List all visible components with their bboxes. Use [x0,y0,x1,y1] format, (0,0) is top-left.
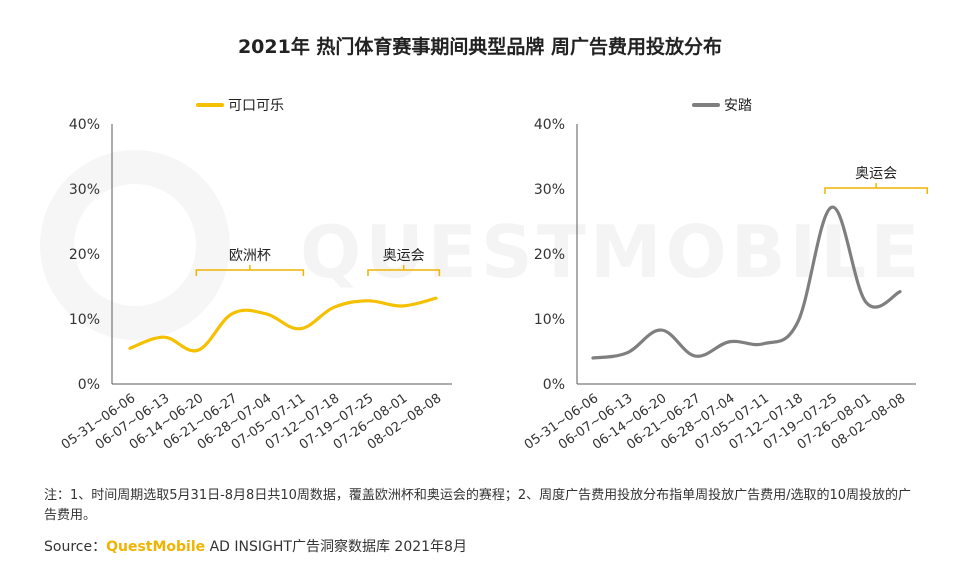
left-y-tick-label: 0% [78,377,100,393]
right-y-tick-label: 40% [534,117,565,133]
source-line: Source：QuestMobile AD INSIGHT广告洞察数据库 202… [44,536,467,556]
right-annotation-bracket [824,187,929,194]
left-annotation-bracket [195,269,305,276]
source-prefix: Source： [44,539,107,555]
right-series-line [591,205,902,360]
right-y-tick-label: 0% [543,377,565,393]
left-y-tick-label: 40% [69,117,100,133]
right-y-tick-label: 10% [534,312,565,328]
right-y-tick-label: 20% [534,247,565,263]
left-series-line [128,296,438,353]
right-annotation-label: 奥运会 [855,165,897,182]
footnote: 注：1、时间周期选取5月31日-8月8日共10周数据，覆盖欧洲杯和奥运会的赛程；… [44,488,912,523]
source-rest: AD INSIGHT广告洞察数据库 2021年8月 [205,539,467,555]
right-y-tick-label: 30% [534,182,565,198]
left-y-tick-label: 30% [69,182,100,198]
charts-canvas: 0%10%20%30%40%05-31~06-0606-07~06-1306-1… [59,98,929,453]
left-annotation-bracket [367,269,441,276]
left-annotation-label: 欧洲杯 [229,248,271,264]
source-brand: QuestMobile [106,539,206,555]
right-legend-label: 安踏 [724,98,752,114]
chart-title: 2021年 热门体育赛事期间典型品牌 周广告费用投放分布 [237,36,723,58]
left-annotation-label: 奥运会 [383,247,425,264]
left-legend-label: 可口可乐 [228,98,284,114]
left-y-tick-label: 10% [69,312,100,328]
left-y-tick-label: 20% [69,247,100,263]
